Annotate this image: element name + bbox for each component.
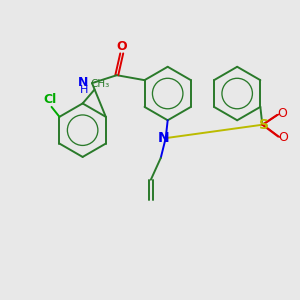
Text: Cl: Cl (43, 94, 56, 106)
Text: S: S (259, 118, 269, 132)
Text: N: N (78, 76, 88, 88)
Text: O: O (278, 131, 288, 144)
Text: H: H (80, 85, 88, 95)
Text: CH₃: CH₃ (91, 79, 110, 88)
Text: N: N (158, 131, 170, 145)
Text: O: O (116, 40, 127, 53)
Text: O: O (277, 107, 287, 120)
